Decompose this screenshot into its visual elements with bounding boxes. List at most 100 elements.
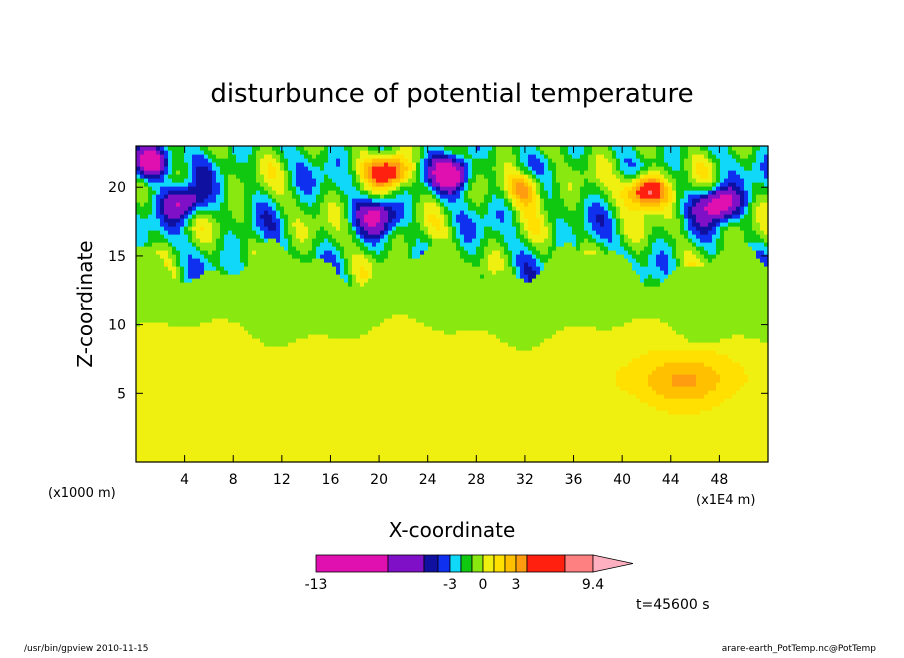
heatmap-cell bbox=[240, 354, 245, 359]
heatmap-cell bbox=[200, 422, 205, 427]
heatmap-cell bbox=[180, 366, 185, 371]
heatmap-cell bbox=[580, 354, 585, 359]
heatmap-cell bbox=[588, 382, 593, 387]
heatmap-cell bbox=[152, 454, 157, 459]
heatmap-cell bbox=[732, 402, 737, 407]
heatmap-cell bbox=[472, 362, 477, 367]
heatmap-cell bbox=[368, 334, 373, 339]
heatmap-cell bbox=[404, 338, 409, 343]
heatmap-cell bbox=[740, 410, 745, 415]
heatmap-cell bbox=[356, 354, 361, 359]
heatmap-cell bbox=[156, 354, 161, 359]
heatmap-cell bbox=[760, 362, 765, 367]
heatmap-cell bbox=[644, 402, 649, 407]
heatmap-cell bbox=[684, 378, 689, 383]
heatmap-cell bbox=[168, 362, 173, 367]
heatmap-cell bbox=[312, 410, 317, 415]
heatmap-cell bbox=[576, 350, 581, 355]
heatmap-cell bbox=[312, 418, 317, 423]
heatmap-cell bbox=[532, 382, 537, 387]
heatmap-cell bbox=[380, 346, 385, 351]
heatmap-cell bbox=[256, 438, 261, 443]
heatmap-cell bbox=[704, 374, 709, 379]
heatmap-cell bbox=[640, 386, 645, 391]
heatmap-cell bbox=[212, 390, 217, 395]
heatmap-cell bbox=[188, 442, 193, 447]
heatmap-cell bbox=[624, 394, 629, 399]
heatmap-cell bbox=[364, 378, 369, 383]
heatmap-cell bbox=[512, 338, 517, 343]
heatmap-cell bbox=[152, 390, 157, 395]
heatmap-cell bbox=[408, 454, 413, 459]
heatmap-cell bbox=[344, 350, 349, 355]
heatmap-cell bbox=[312, 338, 317, 343]
heatmap-cell bbox=[472, 454, 477, 459]
heatmap-cell bbox=[252, 438, 257, 443]
heatmap-cell bbox=[144, 334, 149, 339]
heatmap-cell bbox=[188, 426, 193, 431]
heatmap-cell bbox=[332, 358, 337, 363]
heatmap-cell bbox=[512, 370, 517, 375]
heatmap-cell bbox=[184, 382, 189, 387]
heatmap-cell bbox=[324, 370, 329, 375]
heatmap-cell bbox=[420, 418, 425, 423]
heatmap-cell bbox=[348, 374, 353, 379]
heatmap-cell bbox=[540, 426, 545, 431]
heatmap-cell bbox=[616, 438, 621, 443]
heatmap-cell bbox=[536, 350, 541, 355]
heatmap-cell bbox=[644, 434, 649, 439]
heatmap-cell bbox=[364, 438, 369, 443]
heatmap-cell bbox=[672, 390, 677, 395]
heatmap-cell bbox=[384, 450, 389, 455]
heatmap-cell bbox=[428, 366, 433, 371]
heatmap-cell bbox=[368, 370, 373, 375]
heatmap-cell bbox=[612, 362, 617, 367]
heatmap-cell bbox=[760, 430, 765, 435]
heatmap-cell bbox=[728, 382, 733, 387]
heatmap-cell bbox=[408, 366, 413, 371]
heatmap-cell bbox=[176, 406, 181, 411]
heatmap-cell bbox=[556, 342, 561, 347]
heatmap-cell bbox=[276, 434, 281, 439]
heatmap-cell bbox=[568, 354, 573, 359]
heatmap-cell bbox=[276, 394, 281, 399]
heatmap-cell bbox=[704, 350, 709, 355]
heatmap-cell bbox=[160, 390, 165, 395]
heatmap-cell bbox=[148, 338, 153, 343]
heatmap-cell bbox=[688, 346, 693, 351]
heatmap-cell bbox=[376, 378, 381, 383]
heatmap-cell bbox=[716, 390, 721, 395]
heatmap-cell bbox=[696, 426, 701, 431]
heatmap-cell bbox=[332, 386, 337, 391]
heatmap-cell bbox=[540, 430, 545, 435]
heatmap-cell bbox=[436, 366, 441, 371]
heatmap-cell bbox=[308, 438, 313, 443]
heatmap-cell bbox=[240, 426, 245, 431]
heatmap-cell bbox=[488, 382, 493, 387]
heatmap-cell bbox=[412, 414, 417, 419]
heatmap-cell bbox=[624, 410, 629, 415]
heatmap-cell bbox=[552, 338, 557, 343]
heatmap-cell bbox=[632, 450, 637, 455]
heatmap-cell bbox=[728, 458, 733, 463]
heatmap-cell bbox=[396, 362, 401, 367]
heatmap-cell bbox=[576, 390, 581, 395]
heatmap-cell bbox=[516, 378, 521, 383]
heatmap-cell bbox=[440, 434, 445, 439]
heatmap-cell bbox=[620, 422, 625, 427]
heatmap-cell bbox=[656, 438, 661, 443]
heatmap-cell bbox=[688, 426, 693, 431]
heatmap-cell bbox=[688, 374, 693, 379]
heatmap-cell bbox=[744, 422, 749, 427]
heatmap-cell bbox=[372, 362, 377, 367]
heatmap-cell bbox=[240, 370, 245, 375]
heatmap-cell bbox=[256, 370, 261, 375]
heatmap-cell bbox=[300, 454, 305, 459]
heatmap-cell bbox=[376, 354, 381, 359]
heatmap-cell bbox=[160, 438, 165, 443]
heatmap-cell bbox=[396, 398, 401, 403]
heatmap-cell bbox=[288, 430, 293, 435]
heatmap-cell bbox=[628, 378, 633, 383]
heatmap-cell bbox=[216, 386, 221, 391]
heatmap-cell bbox=[228, 386, 233, 391]
